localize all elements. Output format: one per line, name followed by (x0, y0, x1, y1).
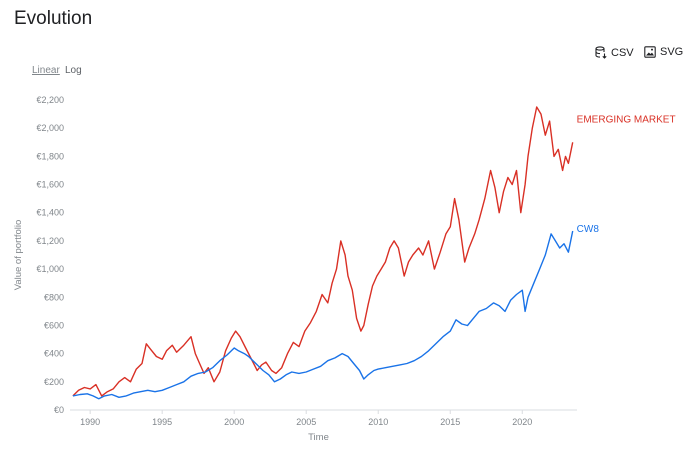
y-tick-label: €2,200 (36, 95, 64, 105)
database-download-icon (595, 46, 607, 59)
x-tick-label: 1995 (152, 417, 172, 427)
y-tick-label: €1,400 (36, 208, 64, 218)
x-tick-label: 1990 (80, 417, 100, 427)
x-tick-label: 2005 (296, 417, 316, 427)
cw8-series-line (72, 230, 574, 400)
y-tick-label: €1,000 (36, 264, 64, 274)
y-tick-label: €200 (44, 377, 64, 387)
y-tick-label: €800 (44, 292, 64, 302)
x-tick-label: 2000 (224, 417, 244, 427)
y-tick-label: €1,200 (36, 236, 64, 246)
y-tick-label: €400 (44, 349, 64, 359)
image-icon (644, 46, 656, 58)
cw8-series-label: CW8 (577, 224, 600, 235)
linear-scale-toggle[interactable]: Linear (32, 65, 60, 76)
y-tick-label: €1,600 (36, 180, 64, 190)
x-tick-label: 2015 (440, 417, 460, 427)
y-tick-label: €2,000 (36, 123, 64, 133)
y-axis-label: Value of portfolio (13, 220, 24, 291)
csv-label: CSV (611, 46, 634, 59)
x-tick-label: 2020 (512, 417, 532, 427)
x-tick-label: 2010 (368, 417, 388, 427)
emerging-market-series-line (72, 106, 574, 397)
log-scale-toggle[interactable]: Log (65, 65, 82, 76)
csv-export-button[interactable]: CSV (595, 46, 634, 59)
x-axis-label: Time (308, 432, 329, 443)
svg-label: SVG (660, 46, 684, 58)
y-tick-label: €1,800 (36, 151, 64, 161)
emerging-market-series-label: EMERGING MARKET (577, 114, 676, 125)
page-title: Evolution (14, 8, 93, 29)
y-tick-label: €600 (44, 320, 64, 330)
y-tick-label: €0 (54, 405, 64, 415)
svg-export-button[interactable]: SVG (644, 46, 683, 58)
